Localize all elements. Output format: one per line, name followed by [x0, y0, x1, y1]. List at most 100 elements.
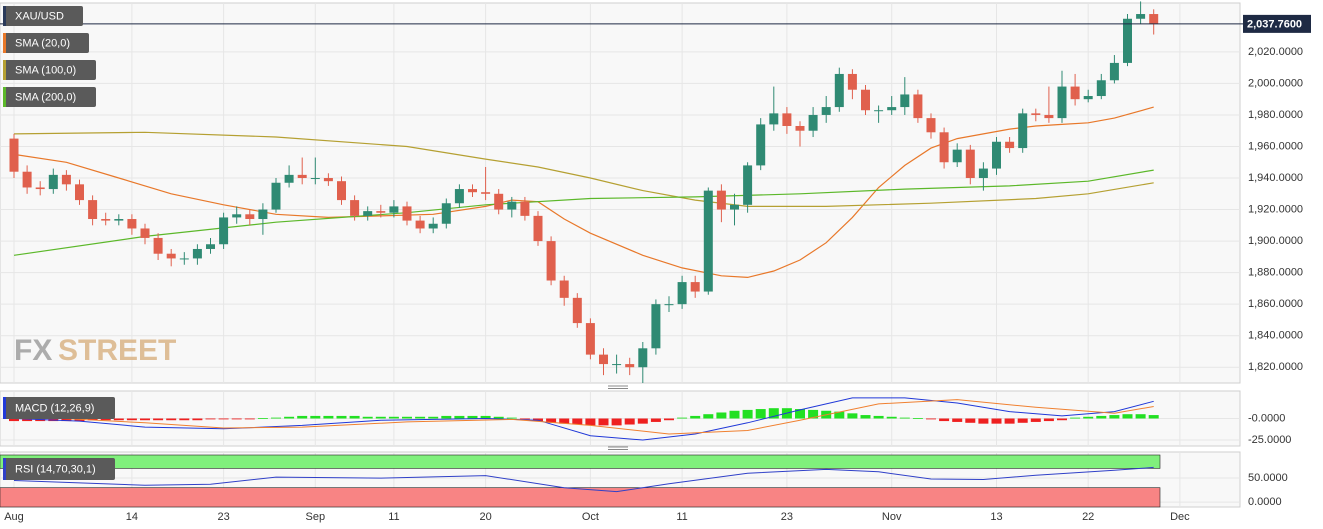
macd-histogram-bar	[886, 416, 897, 419]
macd-histogram-bar	[323, 415, 334, 419]
x-tick-label: Nov	[882, 511, 902, 523]
macd-histogram-bar	[415, 416, 426, 419]
macd-histogram-bar	[1122, 414, 1133, 419]
legend-label: MACD (12,26,9)	[15, 402, 94, 414]
macd-histogram-bar	[703, 414, 714, 419]
candle-body	[664, 304, 674, 306]
candle-body	[1083, 96, 1093, 100]
macd-histogram-bar	[912, 418, 923, 419]
macd-histogram-bar	[1083, 416, 1094, 419]
candle-body	[730, 204, 739, 210]
macd-histogram-bar	[1148, 415, 1159, 419]
macd-histogram-bar	[166, 418, 177, 421]
candle-body	[1070, 86, 1080, 100]
macd-histogram-bar	[402, 416, 412, 419]
macd-histogram-bar	[677, 417, 688, 419]
macd-histogram-bar	[637, 418, 648, 424]
candle-body	[507, 201, 517, 210]
macd-histogram-bar	[336, 415, 347, 419]
macd-histogram-bar	[1057, 418, 1067, 421]
macd-histogram-bar	[690, 415, 701, 419]
macd-histogram-bar	[834, 411, 845, 419]
candle-body	[271, 182, 281, 210]
y-tick-label: 2,000.0000	[1248, 77, 1303, 89]
macd-histogram-bar	[140, 418, 150, 421]
macd-histogram-bar	[297, 415, 308, 419]
candle-body	[795, 125, 805, 131]
x-tick-label: Aug	[4, 511, 24, 523]
y-tick-label: 1,900.0000	[1248, 235, 1303, 247]
x-tick-label: Dec	[1170, 511, 1190, 523]
macd-histogram-bar	[1096, 415, 1107, 419]
y-tick-label: 1,820.0000	[1248, 361, 1303, 373]
candle-body	[1096, 80, 1106, 97]
macd-histogram-bar	[480, 415, 491, 419]
oversold-zone	[0, 487, 1161, 508]
candle-body	[140, 228, 150, 238]
macd-histogram-bar	[808, 409, 819, 419]
candle-body	[559, 280, 569, 298]
macd-histogram-bar	[598, 418, 609, 426]
candle-body	[520, 201, 530, 216]
legend-box	[3, 60, 96, 80]
candle-body	[756, 124, 766, 166]
macd-histogram-bar	[978, 418, 989, 424]
macd-histogram-bar	[624, 418, 635, 425]
x-tick-label: 23	[781, 511, 793, 523]
candle-body	[992, 141, 1001, 169]
macd-histogram-bar	[585, 418, 596, 426]
legend-label: SMA (20,0)	[15, 37, 70, 49]
macd-histogram-bar	[310, 415, 321, 419]
candle-body	[913, 94, 923, 119]
candle-body	[114, 219, 124, 221]
macd-histogram-bar	[231, 418, 242, 420]
macd-histogram-bar	[244, 418, 255, 420]
legend-label: SMA (200,0)	[15, 91, 76, 103]
candle-body	[48, 174, 58, 190]
candle-body	[258, 209, 268, 220]
watermark: STREET	[58, 334, 176, 367]
candle-body	[245, 214, 255, 220]
legend-label: XAU/USD	[15, 10, 64, 22]
x-tick-label: Sep	[306, 511, 326, 523]
candle-body	[9, 138, 19, 172]
macd-histogram-bar	[926, 418, 936, 420]
y-tick-label: -25.0000	[1248, 434, 1291, 446]
candle-body	[310, 178, 320, 180]
y-tick-label: 1,960.0000	[1248, 140, 1303, 152]
macd-histogram-bar	[362, 416, 373, 419]
candle-body	[1018, 113, 1028, 149]
legend-swatch	[3, 458, 6, 480]
sma-line	[13, 131, 1154, 207]
macd-histogram-bar	[205, 418, 216, 420]
candle-body	[441, 203, 451, 224]
macd-histogram-bar	[441, 415, 452, 419]
macd-histogram-bar	[467, 415, 478, 419]
candle-body	[1109, 62, 1119, 81]
candle-body	[952, 149, 962, 163]
candle-body	[428, 223, 438, 229]
candle-body	[677, 282, 687, 305]
y-tick-label: 1,860.0000	[1248, 298, 1303, 310]
sma-line	[13, 169, 1154, 256]
candle-body	[690, 282, 700, 292]
legend-swatch	[3, 6, 6, 26]
y-tick-label: 1,940.0000	[1248, 172, 1303, 184]
legend-swatch	[3, 60, 6, 80]
y-tick-label: 0.0000	[1248, 496, 1282, 508]
watermark: FX	[14, 334, 52, 367]
y-tick-label: 1,880.0000	[1248, 267, 1303, 279]
macd-histogram-bar	[153, 418, 164, 421]
candle-body	[35, 187, 45, 190]
panel-handle	[608, 385, 628, 450]
candle-body	[61, 174, 71, 185]
macd-histogram-bar	[847, 413, 858, 419]
candle-body	[625, 364, 635, 368]
candle-body	[808, 114, 818, 131]
candle-body	[153, 237, 163, 254]
macd-histogram-bar	[899, 417, 910, 419]
candle-body	[926, 118, 936, 133]
candle-body	[599, 354, 608, 365]
candle-body	[166, 253, 176, 259]
